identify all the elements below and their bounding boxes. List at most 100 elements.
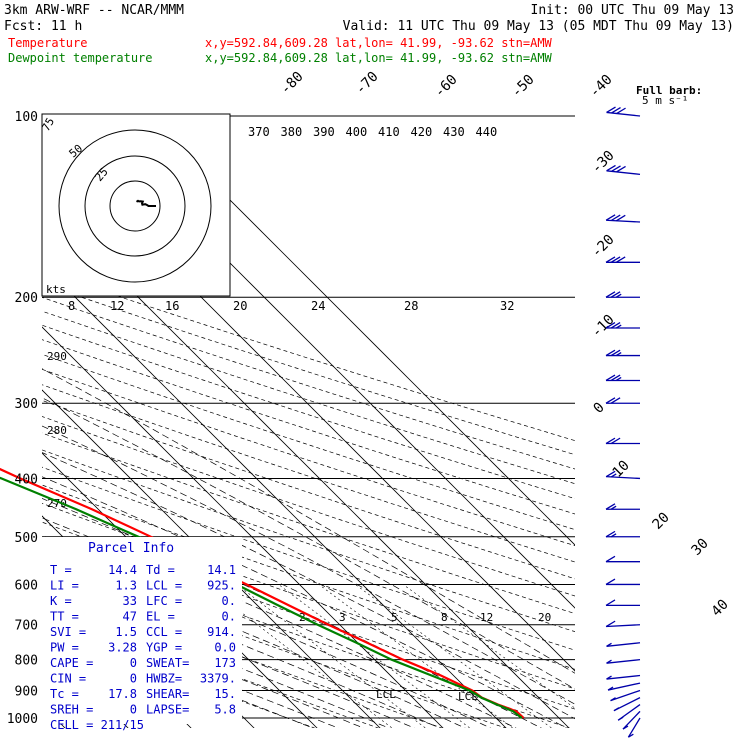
mixing-ratio-line (355, 584, 553, 728)
wind-barb-flag (610, 505, 617, 510)
wind-barb-flag (616, 107, 626, 115)
isotherm-label: -70 (353, 69, 382, 98)
wind-barb-flag (605, 620, 616, 628)
theta-label: 420 (411, 125, 433, 139)
parcel-label: Td = (146, 563, 175, 577)
dry-adiabat (42, 310, 575, 485)
parcel-value: 5.8 (214, 703, 236, 717)
mixing-ratio-label: 20 (538, 611, 551, 624)
wind-barb-flag (606, 164, 616, 172)
wind-barb-staff (622, 710, 641, 730)
parcel-label: YGP = (146, 641, 182, 655)
pressure-axis: 100 200 300 400 500 600 700 800 900 1000 (7, 110, 38, 727)
parcel-value: 0 (130, 703, 137, 717)
parcel-value: 17.8 (108, 687, 137, 701)
wind-barb-flag (628, 733, 634, 738)
wind-barb-flag (605, 349, 616, 357)
dry-adiabat-label: 280 (47, 424, 67, 437)
dry-adiabat (42, 400, 575, 580)
mixing-ratio-line (205, 584, 393, 728)
wind-barb-flag (605, 530, 616, 538)
moist-adiabat (42, 600, 365, 728)
isotherm-label: -80 (278, 69, 307, 98)
parcel-label: Tc = (50, 687, 79, 701)
parcel-value: 0 (130, 672, 137, 686)
theta-label: 400 (346, 125, 368, 139)
pressure-tick-label: 600 (15, 578, 38, 593)
wind-barb (607, 682, 641, 691)
parcel-label: LI = (50, 579, 79, 593)
parcel-value: 33 (123, 594, 137, 608)
wind-barb-staff (606, 111, 641, 117)
wind-barb (605, 214, 641, 223)
parcel-label: CELL = 211/15 (50, 718, 144, 732)
mixing-ratio-label: 8 (68, 299, 75, 313)
forecast-hour: Fcst: 11 h (4, 19, 82, 34)
isotherm-label: -40 (587, 72, 616, 101)
theta-label: 430 (443, 125, 465, 139)
moist-adiabat (42, 476, 568, 728)
wind-barb (606, 674, 641, 680)
mixing-ratio-line (278, 584, 471, 728)
hodograph-frame (41, 113, 231, 297)
moist-adiabat (42, 368, 575, 674)
wind-barb-flag (605, 256, 616, 263)
theta-label: 410 (378, 125, 400, 139)
wind-barb (605, 555, 640, 563)
dry-adiabat (42, 484, 575, 670)
hodograph-ring (84, 155, 186, 257)
pressure-tick-label: 300 (15, 397, 38, 412)
wind-barb-flag (605, 374, 616, 382)
isotherm-line (42, 263, 507, 728)
wind-barb-flag (605, 322, 616, 329)
parcel-value: 1.5 (115, 625, 137, 639)
mixing-ratio-label: 16 (165, 299, 179, 313)
pressure-tick-label: 1000 (7, 712, 38, 727)
wind-barb (627, 717, 641, 738)
wind-barb-flag (616, 165, 626, 173)
wind-barbs (605, 106, 641, 738)
parcel-value: 914. (207, 625, 236, 639)
isotherm-line (42, 200, 570, 728)
pressure-tick-label: 900 (15, 684, 38, 699)
dewpoint-legend: Dewpoint temperature (8, 51, 153, 65)
wind-barb (622, 710, 641, 730)
pressure-tick-label: 500 (15, 531, 38, 546)
pressure-tick-label: 700 (15, 619, 38, 634)
wind-barb-flag (610, 291, 621, 298)
wind-barb-flag (606, 675, 612, 680)
wind-barb-flag (615, 293, 622, 298)
wind-barb-flag (615, 352, 622, 357)
dry-adiabat (42, 432, 575, 614)
barb-note: Full barb: (636, 84, 702, 97)
parcel-info-panel: Parcel Info T = 14.4 Td = 14.1 LI = 1.3 LCL = 92… (42, 537, 242, 732)
wind-barb (605, 291, 640, 298)
wind-barb-flag (610, 214, 621, 222)
model-title: 3km ARW-WRF -- NCAR/MMM (4, 3, 184, 18)
wind-barb-flag (610, 697, 616, 702)
parcel-label: LFC = (146, 594, 182, 608)
wind-barb (610, 689, 641, 702)
parcel-label: CAPE = (50, 656, 93, 670)
parcel-panel-bg (42, 537, 242, 724)
parcel-label: LCL = (146, 579, 182, 593)
isotherm-line (42, 326, 444, 728)
parcel-value: 14.1 (207, 563, 236, 577)
temperature-line (0, 467, 525, 719)
valid-time: Valid: 11 UTC Thu 09 May 13 (05 MDT Thu … (343, 19, 734, 34)
wind-barb-flag (607, 686, 614, 691)
wind-barb-flag (605, 397, 616, 404)
wind-barb-flag (605, 470, 616, 478)
isotherm-label: -20 (589, 232, 618, 261)
mixing-ratio-line (236, 584, 426, 728)
wind-barb-flag (606, 106, 616, 114)
parcel-value: 0.0 (214, 641, 236, 655)
wind-barb-staff (627, 717, 641, 738)
mixing-ratio-label: 24 (311, 299, 325, 313)
wind-barb (606, 642, 641, 647)
mixing-ratio-label: 3 (339, 611, 346, 624)
parcel-value: 14.4 (108, 563, 137, 577)
wind-barb (605, 437, 640, 445)
theta-label: 370 (248, 125, 270, 139)
moist-adiabat (42, 611, 339, 728)
